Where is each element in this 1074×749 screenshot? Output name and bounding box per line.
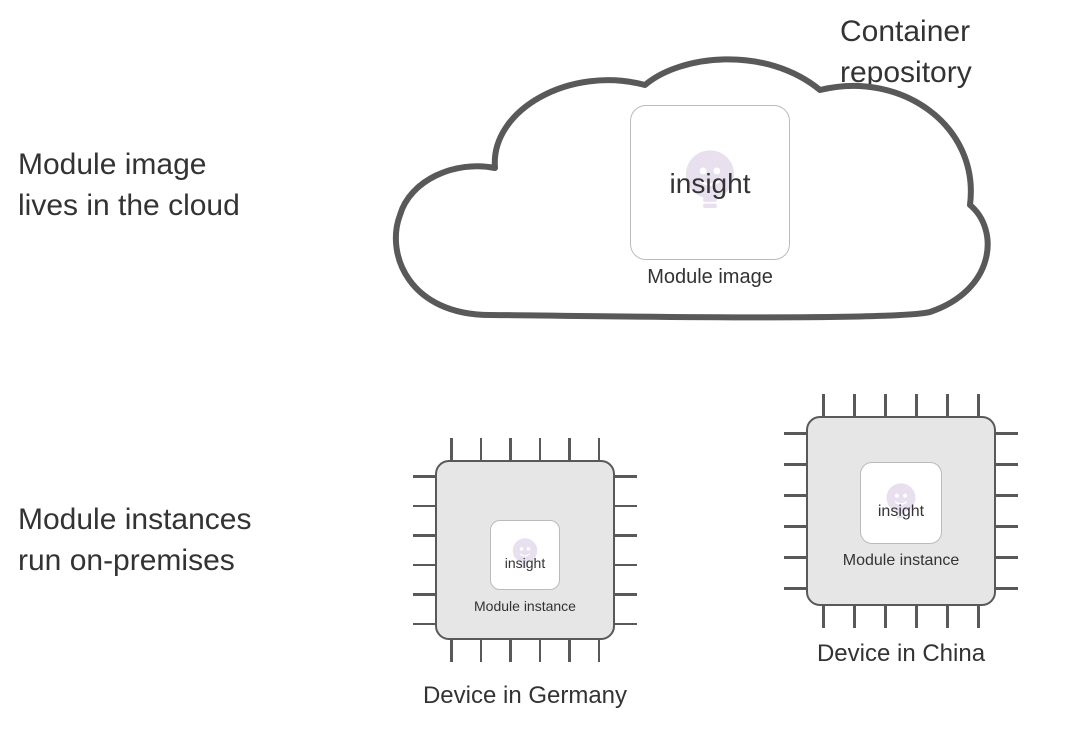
device-germany-label: Device in Germany (412, 680, 638, 712)
onprem-caption-l2: run on-premises (18, 544, 235, 577)
instance-sub-china: Module instance (826, 552, 976, 570)
instance-title-germany: insight (505, 555, 545, 571)
instance-card-china: insight (860, 462, 942, 544)
onprem-caption-l1: Module instances (18, 503, 251, 536)
onprem-caption: Module instances run on-premises (18, 500, 251, 581)
module-image-title: insight (670, 168, 751, 200)
instance-sub-germany: Module instance (460, 598, 590, 614)
module-image-card: insight (630, 105, 790, 260)
module-image-sub: Module image (630, 266, 790, 289)
cloud-caption-l2: lives in the cloud (18, 189, 240, 222)
instance-title-china: insight (878, 503, 924, 521)
cloud-caption-l1: Module image (18, 148, 206, 181)
instance-card-germany: insight (490, 520, 560, 590)
cloud-caption: Module image lives in the cloud (18, 145, 240, 226)
device-china-label: Device in China (806, 638, 996, 670)
